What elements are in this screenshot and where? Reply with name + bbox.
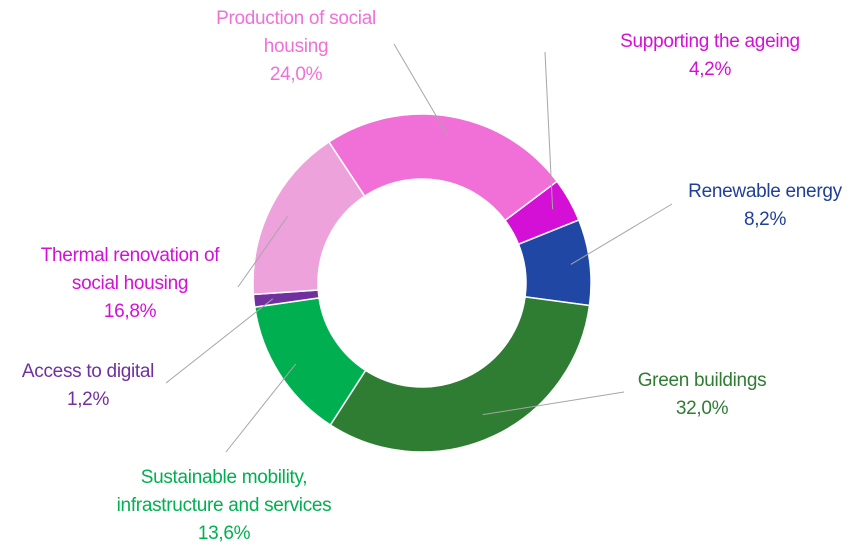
value-label: 24,0% [269,64,323,85]
donut-slices [252,113,592,453]
leader-line-thermal-renovation-of-social-housing [237,216,289,288]
value-label: 16,8% [103,301,157,322]
label-text: Supporting the ageing [620,31,800,52]
label-text: Sustainable mobility, [140,467,308,488]
label-green-buildings: Green buildings 32,0% [542,367,854,423]
label-text: Green buildings [637,370,767,391]
label-text: housing [263,36,329,57]
leader-lines [165,43,673,453]
leader-line-production-of-social-housing [393,43,448,136]
value-label: 8,2% [743,209,787,230]
label-text: Thermal renovation of [40,245,220,266]
leader-line-sustainable-mobility-infrastructure-and-services [225,363,297,453]
label-text: social housing [71,273,189,294]
label-text: infrastructure and services [116,495,332,516]
value-label: 1,2% [66,389,110,410]
label-production-of-social-housing: Production of social housing 24,0% [136,5,456,89]
value-label: 32,0% [675,398,729,419]
label-text: Renewable energy [688,181,842,202]
leader-line-renewable-energy [570,203,673,265]
label-supporting-the-ageing: Supporting the ageing 4,2% [550,28,854,84]
slice-production-of-social-housing [327,113,559,222]
value-label: 4,2% [688,59,732,80]
value-label: 13,6% [197,523,251,544]
label-sustainable-mobility-infrastructure-and-services: Sustainable mobility, infrastructure and … [64,464,384,548]
label-text: Production of social [216,8,376,29]
label-access-to-digital: Access to digital 1,2% [0,358,248,414]
slice-green-buildings [329,295,591,453]
leader-line-access-to-digital [165,298,274,384]
label-renewable-energy: Renewable energy 8,2% [605,178,854,234]
label-text: Access to digital [21,361,155,382]
leader-line-green-buildings [482,391,625,416]
label-thermal-renovation-of-social-housing: Thermal renovation of social housing 16,8% [0,242,290,326]
leader-line-supporting-the-ageing [544,51,554,210]
